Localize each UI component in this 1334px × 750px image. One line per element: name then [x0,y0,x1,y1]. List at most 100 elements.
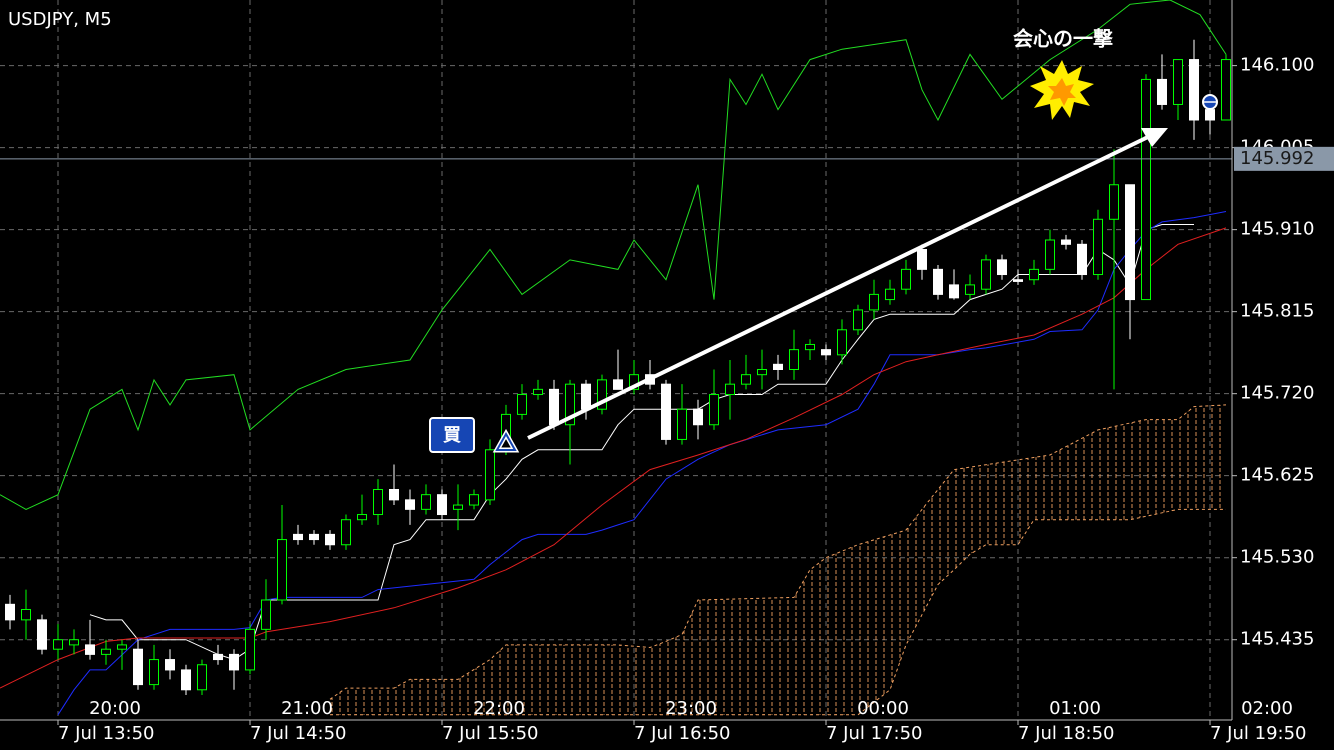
candle-body [389,488,399,501]
starburst-core [1048,78,1076,106]
candle-body [597,379,607,410]
candle-body [661,383,671,440]
candle-body [1205,109,1215,121]
candle-body [757,368,767,376]
candle-body [261,599,271,630]
candle-body [1221,59,1231,121]
candle-body [309,533,319,541]
candle-body [85,644,95,655]
candle-body [1093,218,1103,276]
indicator-line [0,0,1227,510]
time-label: 02:00 [1241,698,1293,719]
candle-body [37,619,47,650]
candle-body [21,608,31,621]
candle-body [421,494,431,510]
buy-badge [429,417,475,453]
buy-marker [495,431,517,451]
x-tick-label: 7 Jul 18:50 [1018,723,1115,744]
candle-body [1109,184,1119,220]
candle-body [821,349,831,356]
candle-body [741,374,751,385]
candle-body [437,494,447,516]
candle-body [789,349,799,370]
candle-body [629,374,639,390]
candle-body [853,309,863,331]
candle-body [917,248,927,270]
y-tick-label: 145.530 [1240,547,1314,568]
background-layer [0,0,1237,725]
time-label: 00:00 [857,698,909,719]
candle-body [373,488,383,516]
candle-body [1029,268,1039,281]
candle-body [613,379,623,390]
x-tick-label: 7 Jul 15:50 [442,723,539,744]
y-tick-label: 145.910 [1240,219,1314,240]
candle-body [341,519,351,546]
candle-body [181,669,191,691]
candle-body [149,659,159,686]
candle-body [213,653,223,661]
y-tick-label: 145.720 [1240,383,1314,404]
candle-body [581,383,591,410]
time-label: 20:00 [89,698,141,719]
candle-body [405,499,415,510]
candle-body [709,394,719,426]
y-tick-label: 145.625 [1240,465,1314,486]
candle-body [469,494,479,506]
candle-body [901,268,911,290]
candle-body [517,394,527,415]
candle-body [133,648,143,686]
candle-body [165,659,175,671]
candle-body [69,639,79,646]
x-tick-label: 7 Jul 17:50 [826,723,923,744]
current-price-box [1234,146,1334,171]
candle-body [869,293,879,311]
cloud-fill [330,404,1226,715]
x-tick-label: 7 Jul 16:50 [634,723,731,744]
candle-body [53,639,63,650]
candle-body [1157,78,1167,105]
y-tick-label: 146.100 [1240,55,1314,76]
buy-badge-label: 買 [443,425,461,446]
candle-body [325,533,335,546]
indicator-line [0,227,1227,689]
plot-layer [0,0,1232,716]
candle-body [357,514,367,521]
candle-body [5,603,15,621]
time-label: 22:00 [473,698,525,719]
candle-body [277,539,287,601]
candle-body [1173,59,1183,105]
candle-body [933,268,943,295]
candle-body [773,363,783,370]
candle-body [837,329,847,356]
time-label: 21:00 [281,698,333,719]
x-tick-label: 7 Jul 19:50 [1210,723,1307,744]
candle-body [677,408,687,440]
trend-arrow [527,134,1151,440]
candle-body [1061,239,1071,245]
time-label: 01:00 [1049,698,1101,719]
candle-body [1045,239,1055,270]
x-tick-label: 7 Jul 13:50 [58,723,155,744]
candle-body [533,388,543,396]
candle-body [693,408,703,426]
indicator-line [89,224,1194,661]
candle-body [965,284,975,295]
cloud-lower [330,508,1226,716]
candle-body [1189,59,1199,121]
candle-body [197,664,207,691]
trend-arrow-head [1141,128,1168,147]
candle-body [101,648,111,655]
callout-text: 会心の一撃 [1013,27,1113,51]
candle-body [1125,184,1135,301]
candle-body [453,504,463,510]
x-tick-label: 7 Jul 14:50 [250,723,347,744]
candle-body [293,533,303,541]
buy-marker-outline [492,428,520,453]
candle-body [725,383,735,396]
candle-body [117,644,127,650]
candle-body [949,284,959,299]
candle-body [245,628,255,671]
